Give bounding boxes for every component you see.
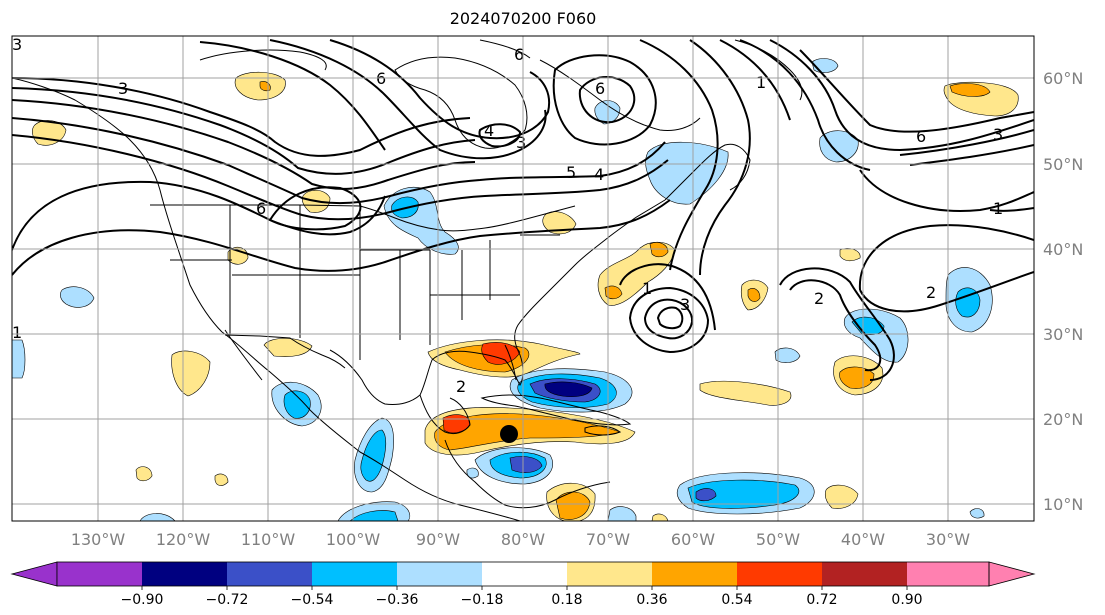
colorbar-tick-label: −0.36 [376, 592, 419, 608]
contour-label: 2 [456, 377, 466, 396]
colorbar-tick-label: −0.72 [206, 592, 249, 608]
contour-label: 2 [926, 283, 936, 302]
lat-label: 40°N [1043, 240, 1083, 259]
colorbar-tick-label: 0.18 [551, 592, 582, 608]
lon-label: 80°W [501, 530, 545, 549]
contour-label: 4 [484, 121, 494, 140]
lon-label: 100°W [326, 530, 381, 549]
lat-label: 20°N [1043, 410, 1083, 429]
contour-label: 6 [916, 127, 926, 146]
colorbar-segment [907, 562, 989, 586]
contour-label: 3 [680, 295, 690, 314]
lon-label: 40°W [841, 530, 885, 549]
contour-label: 1 [756, 73, 766, 92]
contour-label: 1 [642, 279, 652, 298]
colorbar-tick-label: −0.90 [121, 592, 164, 608]
colorbar-outline [56, 561, 990, 587]
contour-label: 1 [12, 323, 22, 342]
lon-label: 70°W [586, 530, 630, 549]
contour-label: 3 [12, 35, 22, 54]
colorbar-segment [822, 562, 907, 586]
map-frame [11, 35, 1035, 522]
contour-label: 3 [993, 125, 1003, 144]
contour-labels: 3 3 6 6 4 3 5 4 6 1 6 3 1 6 2 1 3 2 2 1 [12, 35, 1003, 396]
lat-label: 10°N [1043, 495, 1083, 514]
lon-label: 90°W [416, 530, 460, 549]
contour-label: 5 [566, 163, 576, 182]
colorbar-segment [482, 562, 567, 586]
colorbar-segment [567, 562, 652, 586]
contour-label: 6 [595, 79, 605, 98]
colorbar: −0.90 −0.72 −0.54 −0.36 −0.18 0.18 0.36 … [10, 561, 1036, 608]
colorbar-tick-label: 0.54 [721, 592, 752, 608]
lat-label: 50°N [1043, 155, 1083, 174]
colorbar-segment [652, 562, 737, 586]
storm-center-marker [500, 425, 518, 443]
colorbar-tick-label: 0.90 [891, 592, 922, 608]
colorbar-segment [737, 562, 822, 586]
contour-label: 4 [594, 165, 604, 184]
contour-label: 3 [118, 79, 128, 98]
contour-label: 6 [514, 45, 524, 64]
colorbar-segment [397, 562, 482, 586]
lon-label: 110°W [241, 530, 296, 549]
height-contours [12, 39, 1034, 381]
colorbar-tick-label: −0.54 [291, 592, 334, 608]
contour-label: 2 [814, 289, 824, 308]
lat-label: 30°N [1043, 325, 1083, 344]
colorbar-tick-label: 0.36 [636, 592, 667, 608]
longitude-labels: 130°W 120°W 110°W 100°W 90°W 80°W 70°W 6… [71, 530, 970, 549]
map-title: 2024070200 F060 [449, 9, 597, 28]
lon-label: 30°W [926, 530, 970, 549]
colorbar-tick-label: 0.72 [806, 592, 837, 608]
colorbar-extend-low [10, 561, 58, 587]
contour-label: 3 [516, 133, 526, 152]
graticule [12, 36, 1034, 521]
lon-label: 130°W [71, 530, 126, 549]
lon-label: 60°W [671, 530, 715, 549]
lat-label: 60°N [1043, 69, 1083, 88]
colorbar-extend-high [988, 561, 1036, 587]
contour-label: 1 [993, 199, 1003, 218]
lon-label: 50°W [756, 530, 800, 549]
lon-label: 120°W [156, 530, 211, 549]
colorbar-segment [57, 562, 142, 586]
latitude-labels: 60°N 50°N 40°N 30°N 20°N 10°N [1043, 69, 1083, 514]
contour-label: 6 [256, 199, 266, 218]
colorbar-tick-label: −0.18 [461, 592, 504, 608]
colorbar-segment [312, 562, 397, 586]
colorbar-segment [227, 562, 312, 586]
colorbar-segment [142, 562, 227, 586]
anomaly-shading [12, 58, 1019, 521]
